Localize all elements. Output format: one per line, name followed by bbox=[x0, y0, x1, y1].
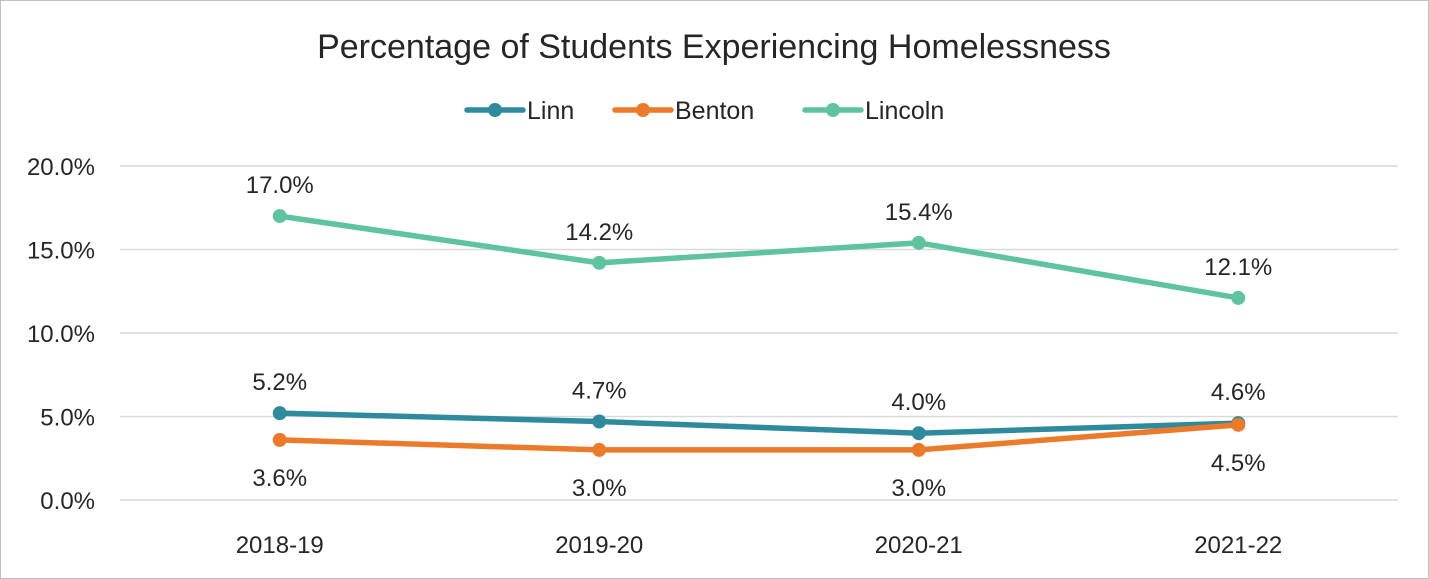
x-tick-label: 2019-20 bbox=[555, 532, 643, 559]
data-label-lincoln: 12.1% bbox=[1204, 254, 1272, 281]
legend-item-linn: Linn bbox=[464, 97, 574, 125]
x-tick-label: 2021-22 bbox=[1194, 532, 1282, 559]
data-point-lincoln bbox=[911, 235, 926, 250]
series-benton: 3.6% 3.0% 3.0% 4.5% bbox=[252, 417, 1266, 502]
data-point-lincoln bbox=[1231, 290, 1246, 305]
data-point-benton bbox=[592, 442, 607, 457]
x-tick-label: 2018-19 bbox=[236, 532, 324, 559]
data-point-linn bbox=[272, 406, 287, 421]
legend-label-linn: Linn bbox=[527, 97, 574, 125]
legend-label-benton: Benton bbox=[675, 97, 754, 125]
data-point-linn bbox=[592, 414, 607, 429]
series-line-linn bbox=[277, 410, 1241, 436]
x-axis: 2018-19 2019-20 2020-21 2021-22 bbox=[236, 532, 1283, 559]
x-tick-label: 2020-21 bbox=[875, 532, 963, 559]
y-tick-label: 15.0% bbox=[27, 238, 95, 265]
y-tick-label: 5.0% bbox=[40, 405, 95, 432]
legend-marker-benton bbox=[636, 103, 650, 117]
data-point-lincoln bbox=[272, 209, 287, 224]
chart-title: Percentage of Students Experiencing Home… bbox=[317, 28, 1111, 66]
data-label-benton: 3.0% bbox=[891, 475, 946, 502]
series-lincoln: 17.0% 14.2% 15.4% 12.1% bbox=[246, 172, 1272, 305]
data-point-linn bbox=[911, 426, 926, 441]
data-label-linn: 5.2% bbox=[252, 369, 307, 396]
series-linn: 5.2% 4.7% 4.0% 4.6% bbox=[252, 369, 1266, 441]
data-label-lincoln: 15.4% bbox=[885, 199, 953, 226]
y-axis: 0.0% 5.0% 10.0% 15.0% 20.0% bbox=[27, 154, 95, 515]
data-label-linn: 4.6% bbox=[1211, 379, 1266, 406]
series-line-benton bbox=[277, 422, 1241, 453]
legend-marker-lincoln bbox=[826, 103, 840, 117]
y-tick-label: 10.0% bbox=[27, 321, 95, 348]
y-tick-label: 20.0% bbox=[27, 154, 95, 181]
y-tick-label: 0.0% bbox=[40, 488, 95, 515]
data-point-benton bbox=[911, 442, 926, 457]
data-point-benton bbox=[272, 432, 287, 447]
data-point-benton bbox=[1231, 417, 1246, 432]
series-group: 5.2% 4.7% 4.0% 4.6% 3.6% 3.0% 3.0% 4.5% 17.0% 14.… bbox=[246, 172, 1273, 502]
data-point-lincoln bbox=[592, 255, 607, 270]
data-label-lincoln: 17.0% bbox=[246, 172, 314, 199]
legend-item-benton: Benton bbox=[612, 97, 754, 125]
legend-item-lincoln: Lincoln bbox=[802, 97, 944, 125]
data-label-lincoln: 14.2% bbox=[565, 219, 633, 246]
legend-marker-linn bbox=[488, 103, 502, 117]
data-label-benton: 3.0% bbox=[572, 475, 627, 502]
data-label-benton: 4.5% bbox=[1211, 450, 1266, 477]
legend-label-lincoln: Lincoln bbox=[865, 97, 944, 125]
data-label-linn: 4.7% bbox=[572, 378, 627, 405]
legend: Linn Benton Lincoln bbox=[464, 97, 944, 125]
series-line-lincoln bbox=[277, 213, 1241, 301]
data-label-linn: 4.0% bbox=[891, 389, 946, 416]
data-label-benton: 3.6% bbox=[252, 465, 307, 492]
